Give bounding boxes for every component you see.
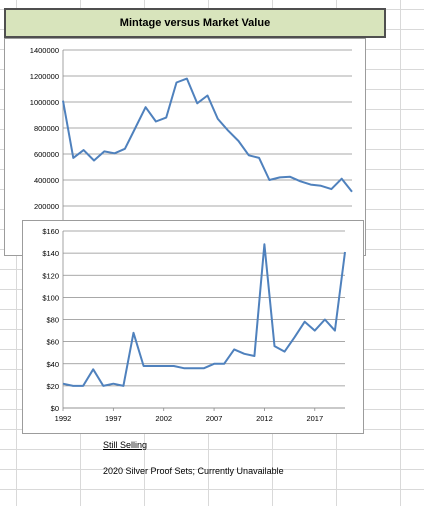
chart-title: Mintage versus Market Value: [4, 8, 386, 38]
y-tick-label: 1000000: [30, 98, 59, 107]
y-tick-label: $80: [46, 316, 59, 325]
x-tick-label: 1992: [55, 414, 72, 423]
y-tick-label: 1200000: [30, 72, 59, 81]
market-value-chart-svg: $0 $20 $40 $60 $80 $100 $120 $140 $160 1992 1997 20…: [42, 227, 346, 423]
mintage-chart[interactable]: 200000 400000 600000 800000 1000000 1200000 14…: [4, 38, 366, 256]
y-tick-label: 200000: [34, 202, 59, 211]
mintage-chart-svg: 200000 400000 600000 800000 1000000 1200000 14…: [30, 46, 353, 232]
y-tick-label: $140: [42, 249, 59, 258]
x-tick-label: 1997: [105, 414, 122, 423]
y-tick-label: 400000: [34, 176, 59, 185]
still-selling-link[interactable]: Still Selling: [103, 440, 148, 450]
y-tick-label: $0: [51, 404, 59, 413]
series-line: [62, 243, 346, 387]
x-tick-label: 2002: [155, 414, 172, 423]
y-tick-label: 600000: [34, 150, 59, 159]
y-tick-label: $160: [42, 227, 59, 236]
y-tick-label: $100: [42, 293, 59, 302]
x-tick-label: 2007: [206, 414, 223, 423]
y-tick-label: 800000: [34, 124, 59, 133]
y-tick-label: $40: [46, 360, 59, 369]
market-value-chart[interactable]: $0 $20 $40 $60 $80 $100 $120 $140 $160 1992 1997 20…: [22, 220, 364, 434]
y-tick-label: $60: [46, 338, 59, 347]
y-tick-label: $120: [42, 271, 59, 280]
x-tick-label: 2012: [256, 414, 273, 423]
y-tick-label: $20: [46, 382, 59, 391]
series-line: [62, 77, 353, 193]
x-tick-label: 2017: [306, 414, 323, 423]
y-tick-label: 1400000: [30, 46, 59, 55]
availability-note: 2020 Silver Proof Sets; Currently Unavai…: [103, 466, 284, 476]
